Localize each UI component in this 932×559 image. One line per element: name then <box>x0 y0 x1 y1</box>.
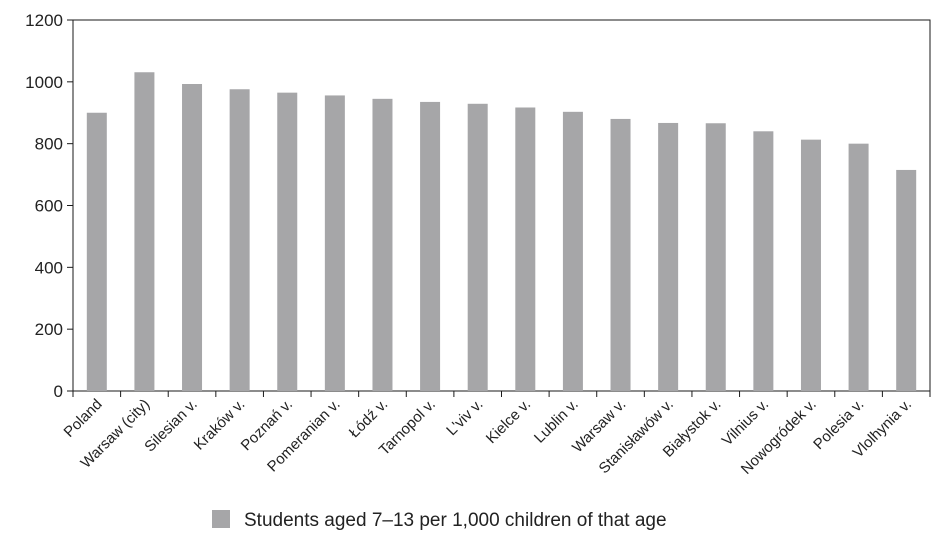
bar <box>658 122 679 391</box>
y-axis: 0 200 400 600 800 1000 1200 <box>25 11 73 401</box>
x-category-label: Silesian v. <box>141 396 201 456</box>
bar <box>562 111 583 391</box>
bar <box>372 98 393 392</box>
bar <box>467 103 488 391</box>
bar <box>610 118 631 391</box>
x-category-label: L'viv v. <box>443 396 486 439</box>
bar <box>86 112 107 391</box>
bar <box>229 89 250 392</box>
y-tick-label: 1200 <box>25 11 63 30</box>
y-tick-label: 600 <box>35 197 63 216</box>
bars <box>86 72 917 392</box>
bar <box>848 143 869 391</box>
bar <box>705 123 726 392</box>
bar <box>515 107 536 391</box>
legend: Students aged 7–13 per 1,000 children of… <box>212 510 667 531</box>
y-tick-label: 400 <box>35 258 63 277</box>
bar <box>277 92 298 391</box>
y-tick-label: 800 <box>35 135 63 154</box>
x-category-label: Kielce v. <box>483 396 534 447</box>
bar <box>753 131 774 392</box>
legend-label: Students aged 7–13 per 1,000 children of… <box>244 510 667 531</box>
y-tick-label: 1000 <box>25 73 63 92</box>
bar <box>800 139 821 391</box>
bar <box>324 95 345 391</box>
legend-swatch <box>212 510 230 528</box>
bar <box>134 72 155 391</box>
y-tick-label: 0 <box>54 382 63 401</box>
bar <box>896 169 917 391</box>
bar <box>182 83 203 391</box>
x-category-label: Łódź v. <box>346 396 391 441</box>
y-tick-label: 200 <box>35 320 63 339</box>
bar <box>420 101 441 391</box>
x-category-label: Poland <box>61 396 106 441</box>
